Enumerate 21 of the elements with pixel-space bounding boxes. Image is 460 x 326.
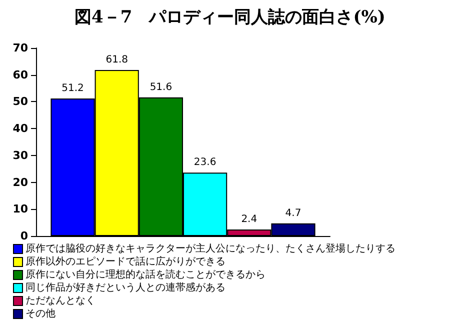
legend-label: 原作では脇役の好きなキャラクターが主人公になったり、たくさん登場したりする: [26, 242, 396, 254]
data-label: 2.4: [241, 214, 258, 226]
y-tick-label: 40: [12, 122, 28, 136]
legend-label: ただなんとなく: [26, 296, 96, 306]
y-tick-label: 0: [20, 230, 28, 242]
y-tick-label: 20: [12, 176, 28, 189]
data-label: 51.6: [150, 82, 172, 93]
legend-label: 原作以外のエピソードで話に広がりができる: [26, 256, 226, 268]
data-label: 51.2: [62, 82, 84, 94]
legend-label: 原作にない自分に理想的な話を読むことができるから: [26, 268, 266, 280]
data-label: 4.7: [285, 208, 302, 219]
data-label: 23.6: [194, 157, 216, 168]
y-tick-label: 10: [12, 202, 28, 216]
chart-title: 図4－7 パロディー同人誌の面白さ(%): [74, 8, 386, 28]
y-tick-label: 70: [12, 42, 28, 54]
legend-label: 同じ作品が好きだという人との連帯感がある: [26, 282, 226, 294]
y-tick-label: 30: [12, 148, 28, 162]
data-label: 61.8: [106, 54, 128, 66]
y-tick-label: 50: [12, 95, 28, 108]
y-tick-label: 60: [12, 68, 28, 82]
legend-label: その他: [26, 308, 56, 320]
